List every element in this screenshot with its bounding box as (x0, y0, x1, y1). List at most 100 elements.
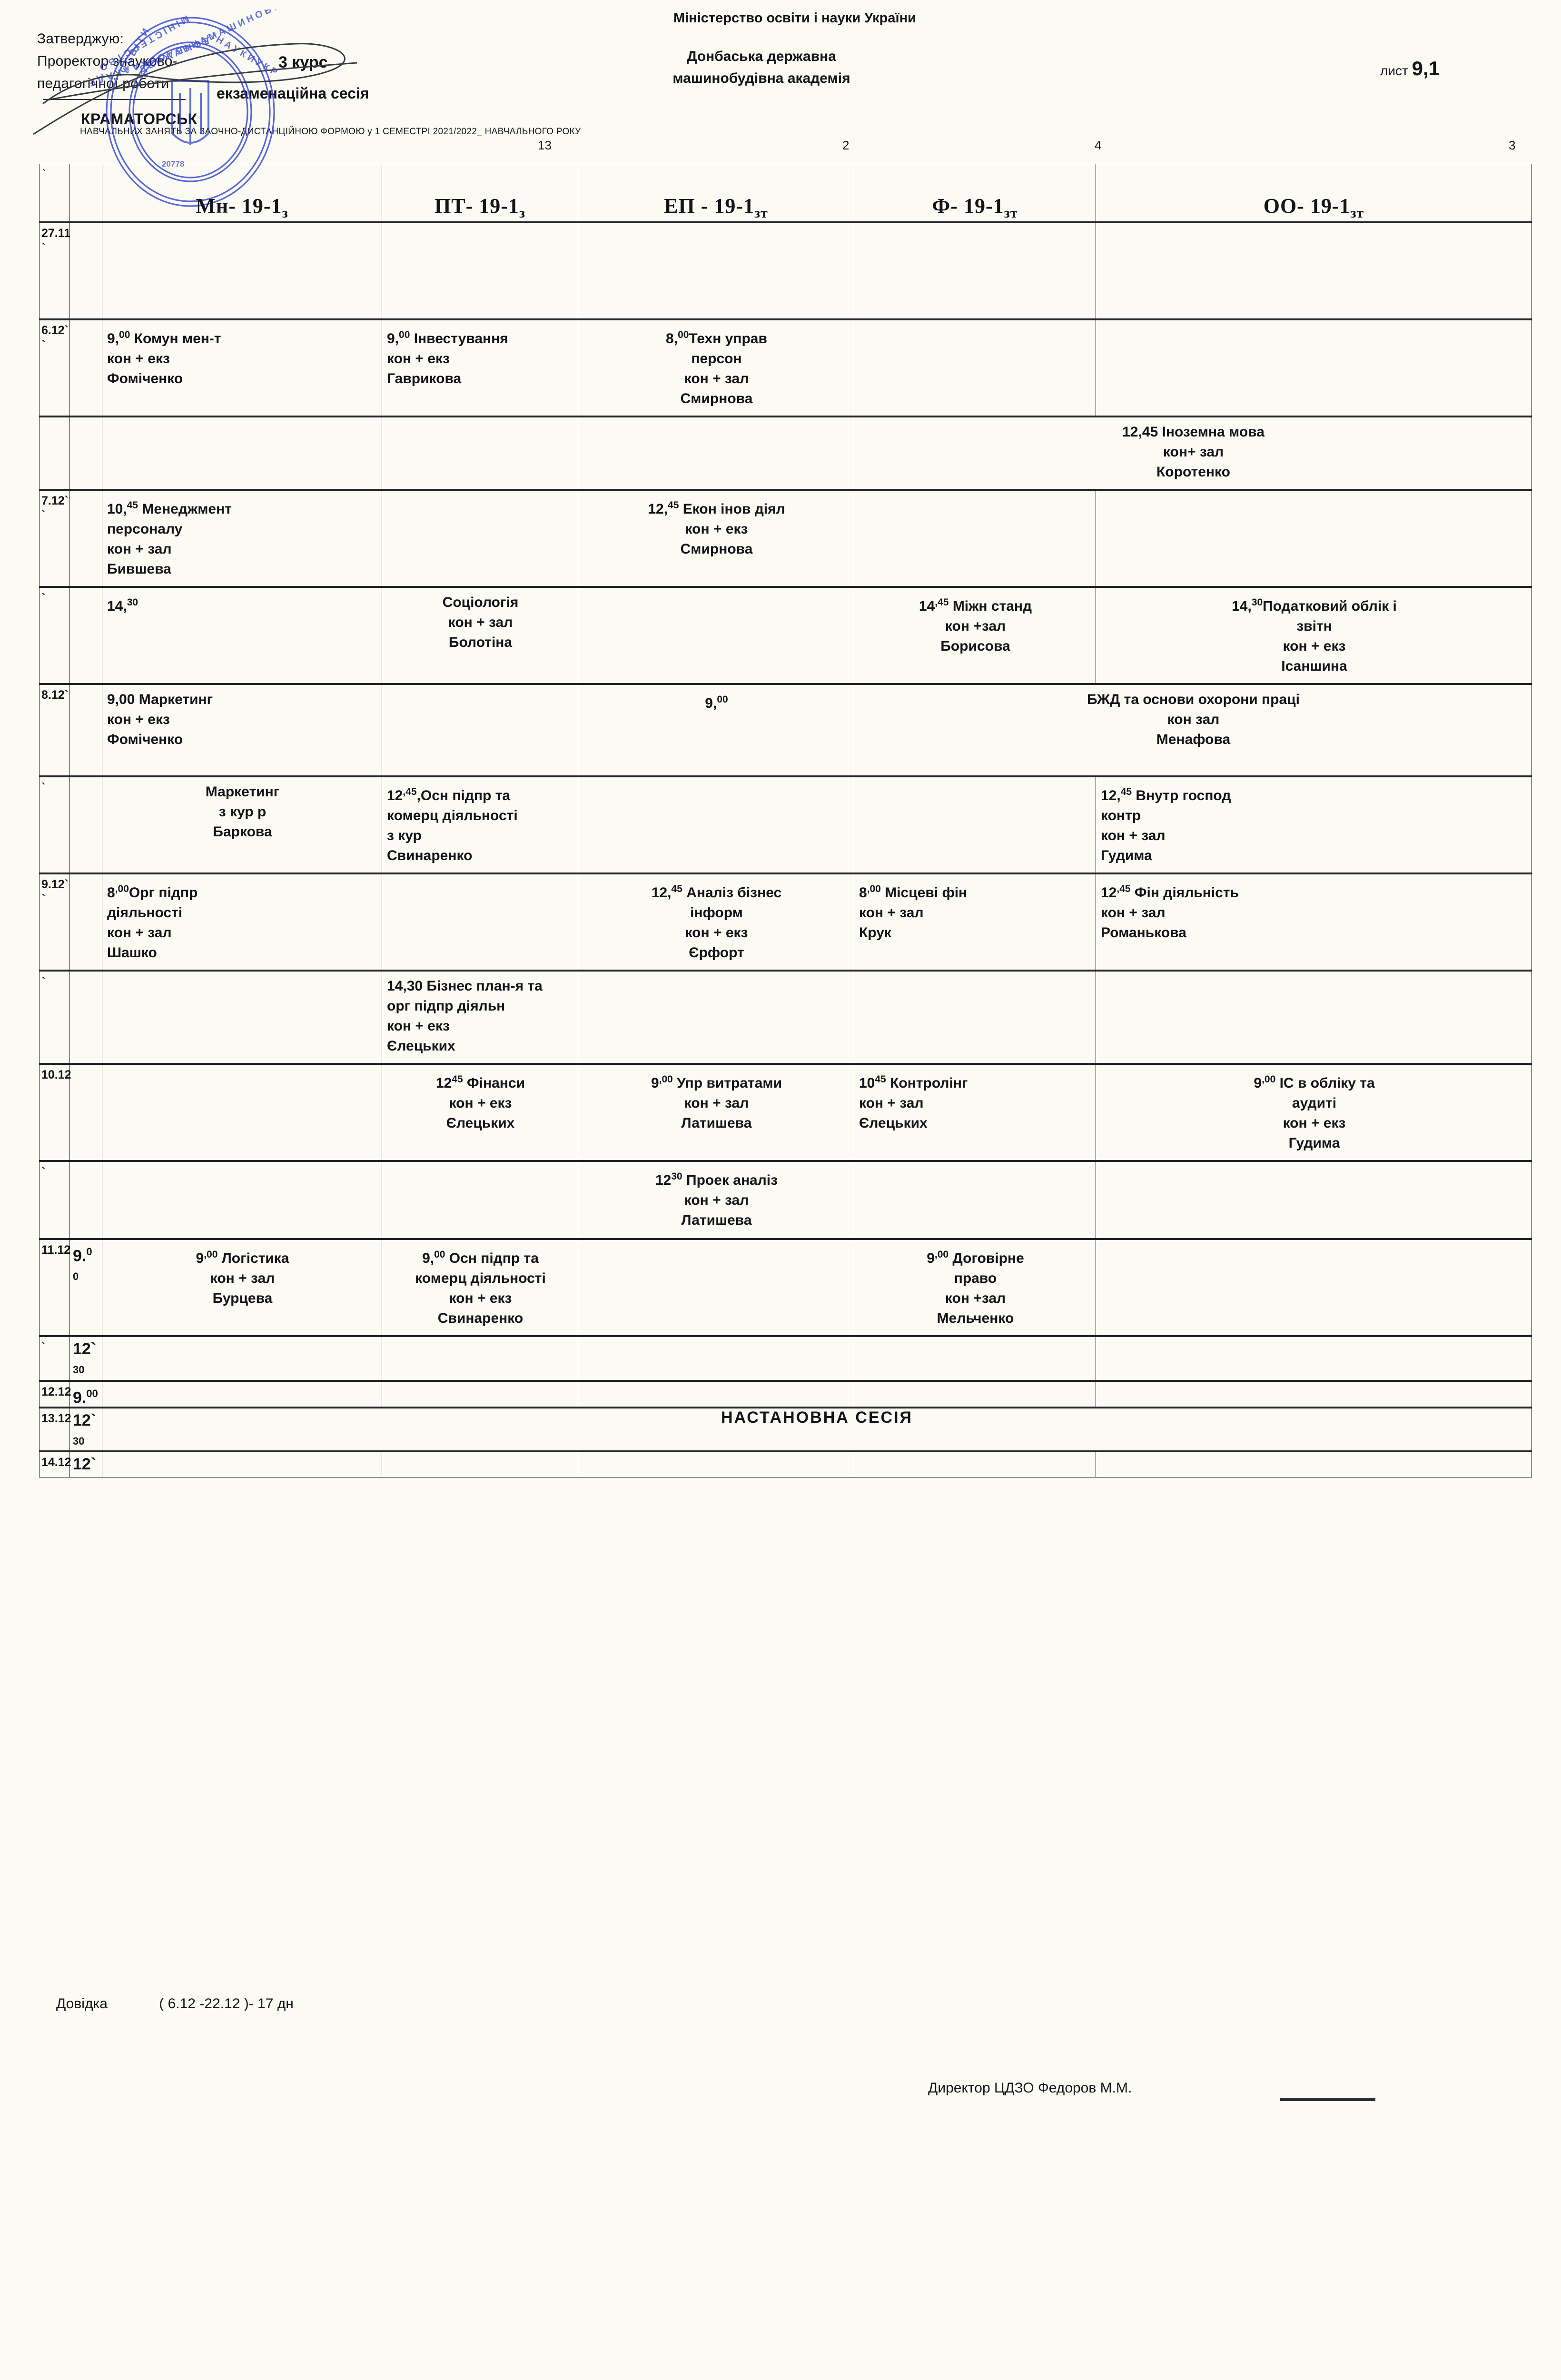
subject-cell (1096, 1335, 1532, 1381)
row-time-cell (69, 970, 102, 1064)
document-page: Затверджую: Проректор знауково- педагогі… (33, 10, 1532, 2101)
row-date-cell: 6.12` ` (39, 318, 70, 417)
subject-line: Борисова (940, 638, 1010, 654)
subject-line: 10,45 Менеджмент (107, 500, 232, 517)
subject-cell (578, 586, 854, 684)
subject-line: кон + екз (1283, 638, 1346, 654)
subject-line: кон +зал (945, 618, 1006, 634)
subject-cell (102, 970, 382, 1064)
subject-line: Болотіна (448, 635, 513, 650)
subject-cell (578, 1380, 854, 1408)
row-time-cell: 9.00 (69, 1380, 102, 1408)
subject-line: кон + екз (685, 925, 748, 941)
subject-line: 12,45 Внутр господ (1101, 786, 1231, 803)
subject-line: кон + екз (107, 351, 170, 367)
subject-cell (1096, 1450, 1532, 1478)
row-time-cell (69, 1160, 102, 1240)
academy-title: Донбаська державна машинобудівна академі… (576, 46, 947, 89)
sheet-number: лист 9,1 (1380, 57, 1440, 80)
subject-line: кон + екз (1283, 1115, 1346, 1131)
subject-line: Менафова (1156, 732, 1231, 747)
subject-cell (382, 416, 578, 490)
subject-line: Фоміченко (107, 732, 183, 747)
subject-cell (382, 1380, 578, 1408)
subject-line: кон + зал (107, 541, 172, 557)
subject-cell: 10,45 Менеджмент персоналу кон + зал Бивше… (102, 489, 382, 587)
subject-line: Латишева (681, 1115, 752, 1131)
column-count-2: 4 (1095, 138, 1102, 152)
subject-line: 14,45 Міжн станд (919, 597, 1032, 614)
subject-cell: 1230 Проек аналіз кон + зал Латишева (578, 1160, 854, 1240)
subject-cell: 12,45 Внутр господ контр кон + зал Гудима (1096, 775, 1532, 874)
dovidka-value: ( 6.12 -22.12 )- 17 дн (159, 1996, 294, 2012)
subject-cell (102, 416, 382, 490)
subject-cell (1096, 489, 1532, 587)
subject-line: 9,00 Інвестування (387, 329, 508, 347)
subject-cell (102, 1063, 382, 1161)
subject-line: контр (1101, 808, 1141, 823)
subject-line: Гудима (1101, 848, 1152, 863)
subject-cell: 8,00Орг підпр діяльності кон + зал Шашко (102, 873, 382, 971)
subject-cell: 9,00 Договірне право кон +зал Мельченко (854, 1238, 1096, 1337)
subject-cell: 9,00 ІС в обліку та аудиті кон + екз Гудим… (1096, 1063, 1532, 1161)
subject-line: кон + зал (684, 371, 749, 387)
ministry-title: Міністерство освіти і науки України (673, 10, 917, 26)
subject-line: Латишева (681, 1212, 752, 1228)
subject-line: 9,00 Комун мен-т (107, 329, 221, 347)
table-row: 13.12 12` 30 НАСТАНОВНА СЕСІЯ (39, 1407, 1532, 1452)
column-count-3: 3 (1509, 138, 1516, 152)
subject-line: 12,45 Іноземна мова (1122, 424, 1265, 440)
subject-line: 1245 Фінанси (435, 1074, 525, 1091)
approve-line-1: Проректор знауково- (37, 53, 178, 69)
subject-cell: 9,00 Комун мен-т кон + екз Фомiченко (102, 318, 382, 417)
subject-cell (382, 1160, 578, 1240)
subject-line: 14,30Податковий облік і (1232, 597, 1397, 614)
table-row: 10.12 1245 Фінанси кон + екз Єлецьких 9,00 У… (39, 1063, 1532, 1161)
subject-line: 9,00 Договірне (927, 1249, 1024, 1266)
row-date-cell: ` (39, 775, 70, 874)
subject-cell: 1245 Фінанси кон + екз Єлецьких (382, 1063, 578, 1161)
subject-line: кон + зал (1101, 905, 1166, 921)
subject-cell: 8,00Техн управ персон кон + зал Смирнова (578, 318, 854, 417)
row-time-cell (69, 586, 102, 684)
subject-line: 9,00 Упр витратами (651, 1074, 782, 1091)
sheet-value: 9,1 (1412, 57, 1440, 79)
table-row: 7.12` ` 10,45 Менеджмент персоналу кон + за… (39, 489, 1532, 587)
subject-line: кон + зал (684, 1095, 749, 1111)
subject-line: кон + екз (449, 1095, 512, 1111)
subject-cell (578, 775, 854, 874)
subject-cell: БЖД та основи охорони праці кон зал Менафо… (854, 683, 1532, 777)
subject-line: Єлецьких (387, 1038, 455, 1054)
subject-line: кон + зал (1101, 828, 1166, 843)
subject-cell (854, 1380, 1096, 1408)
subject-line: орг підпр діяльн (387, 998, 505, 1014)
subject-cell: Маркетинг з кур р Баркова (102, 775, 382, 874)
subject-cell (854, 775, 1096, 874)
subject-line: Єлецьких (859, 1115, 928, 1131)
subject-line: 9,00 Осн підпр та (422, 1249, 539, 1266)
subject-line: кон +зал (945, 1290, 1006, 1306)
row-time-cell (69, 1063, 102, 1161)
subject-line: Шашко (107, 945, 157, 961)
subject-line: 12,45 Фін діяльність (1101, 883, 1239, 901)
subject-line: кон + екз (685, 521, 748, 537)
subject-line: діяльності (107, 905, 183, 921)
subject-line: 12,45,Осн підпр та (387, 786, 511, 803)
subject-cell (382, 683, 578, 777)
subject-line: Свинаренко (437, 1310, 524, 1326)
subject-line: звітн (1296, 618, 1332, 634)
subject-line: 9,00 Маркетинг (107, 692, 213, 707)
subject-cell (1096, 970, 1532, 1064)
subject-cell (1096, 221, 1532, 320)
column-count-0: 13 (538, 138, 552, 152)
row-time-cell (69, 775, 102, 874)
subject-line: 9,00 ІС в обліку та (1254, 1074, 1375, 1091)
subject-line: кон зал (1167, 712, 1220, 727)
subject-line: кон + екз (107, 712, 170, 727)
subject-cell (854, 489, 1096, 587)
subject-cell: 9,00 Осн підпр та комерц діяльності кон + … (382, 1238, 578, 1337)
signature-rule (43, 99, 186, 100)
subject-cell (578, 416, 854, 490)
subject-cell: 14,30Податковий облік і звітн кон + екз Іса… (1096, 586, 1532, 684)
dovidka-line: Довідка ( 6.12 -22.12 )- 17 дн (56, 1996, 294, 2012)
